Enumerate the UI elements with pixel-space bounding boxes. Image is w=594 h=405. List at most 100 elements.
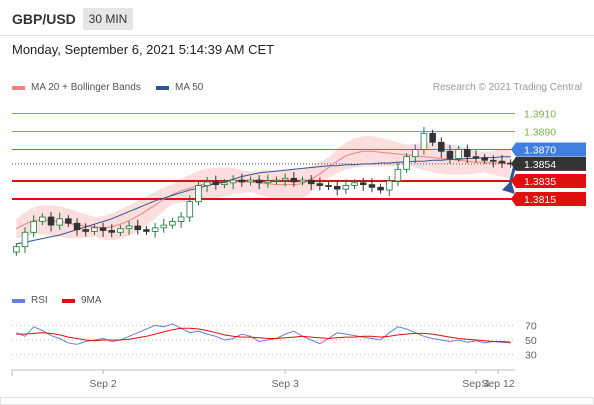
currency-pair: GBP/USD (12, 11, 76, 27)
candle-body (47, 216, 55, 226)
candle-body (394, 168, 402, 182)
candle-body (385, 180, 393, 191)
candle-body (438, 141, 445, 152)
legend-label-rsi: RSI (31, 295, 48, 306)
candle-body (21, 231, 29, 248)
legend-ma20: MA 20 + Bollinger Bands (12, 82, 141, 93)
candle-body (412, 149, 419, 158)
rsi-ma-line (16, 327, 511, 343)
candle-body (299, 179, 306, 183)
candle-body (91, 227, 98, 232)
candle-body (99, 227, 107, 231)
rsi-tick-30: 30 (525, 350, 537, 362)
x-tick-Sep-3: Sep 3 (271, 378, 299, 390)
chart-header: GBP/USD 30 MIN (0, 0, 594, 40)
candle-body (498, 160, 506, 164)
price-label-1-3870-pointer (511, 142, 516, 157)
candle-body (229, 179, 237, 184)
candle-body (403, 156, 410, 170)
candle-body (177, 216, 185, 222)
candle-body (221, 182, 228, 186)
candle-body (359, 182, 367, 186)
price-label-1-3910: 1.3910 (524, 109, 556, 121)
candle-body (212, 181, 220, 185)
copyright-text: Research © 2021 Trading Central (432, 82, 582, 93)
candle-body (464, 149, 471, 158)
legend-swatch-rsi (12, 298, 25, 303)
candle-body (290, 177, 298, 183)
candle-body (238, 179, 246, 183)
candle-body (65, 218, 72, 224)
x-tick-Sep-2: Sep 2 (89, 378, 117, 390)
rsi-line (16, 323, 511, 345)
candle-body (316, 183, 324, 186)
legend-rsi: RSI (12, 295, 48, 306)
candles-group (13, 127, 514, 256)
bottom-border (0, 397, 594, 405)
x-tick-Sep-12: Sep 12 (481, 378, 514, 390)
candle-body (143, 229, 150, 232)
price-label-1-3835-pointer (511, 174, 516, 188)
candle-body (39, 216, 46, 222)
candle-body (429, 132, 436, 143)
header-divider (0, 35, 594, 36)
candle-body (351, 182, 358, 186)
legend-label-ma20: MA 20 + Bollinger Bands (31, 82, 141, 93)
candle-body (73, 222, 81, 231)
candle-body (333, 185, 341, 190)
legend-swatch-ma20 (12, 85, 25, 90)
candle-body (481, 157, 488, 161)
candle-body (195, 185, 202, 203)
price-label-1-3870-box (516, 142, 586, 157)
price-label-1-3854-box (516, 156, 586, 171)
timeframe-button[interactable]: 30 MIN (83, 8, 133, 30)
candle-body (117, 228, 124, 233)
price-label-1-3835: 1.3835 (524, 176, 556, 188)
price-label-1-3854-pointer (511, 156, 516, 171)
candle-body (169, 221, 176, 226)
candle-body (264, 180, 272, 184)
candle-body (56, 218, 63, 226)
price-label-1-3854: 1.3854 (524, 159, 556, 171)
candle-body (281, 177, 289, 181)
candle-body (325, 185, 332, 187)
price-label-1-3815-pointer (511, 192, 516, 206)
legend-ma50: MA 50 (156, 82, 203, 93)
candle-body (307, 179, 315, 185)
candle-body (455, 149, 462, 159)
legend-swatch-ma50 (156, 85, 169, 90)
bollinger-band (16, 136, 511, 241)
legend-swatch-9ma (62, 298, 75, 303)
rsi-tick-50: 50 (525, 335, 537, 347)
candle-body (30, 221, 37, 233)
candle-body (13, 246, 20, 253)
candle-body (134, 225, 142, 230)
forecast-arrow-head (502, 181, 515, 194)
candle-body (255, 179, 263, 184)
candle-body (273, 179, 280, 182)
candle-body (342, 185, 350, 190)
candle-body (247, 179, 254, 183)
legend-9ma: 9MA (62, 295, 102, 306)
price-label-1-3815: 1.3815 (524, 194, 556, 206)
price-label-1-3890: 1.3890 (524, 127, 556, 139)
candle-body (377, 186, 384, 191)
candle-body (186, 201, 194, 218)
candle-body (108, 230, 115, 233)
candle-body (203, 181, 211, 186)
candle-body (446, 150, 454, 159)
rsi-tick-70: 70 (525, 320, 537, 332)
timestamp: Monday, September 6, 2021 5:14:39 AM CET (12, 42, 275, 57)
ma20-line (16, 150, 511, 230)
price-label-1-3835-box (516, 174, 586, 188)
candle-body (125, 225, 133, 230)
price-label-1-3815-box (516, 192, 586, 206)
candle-body (490, 159, 497, 162)
legend-label-ma50: MA 50 (175, 82, 204, 93)
candle-body (420, 132, 428, 150)
candle-body (151, 227, 159, 232)
legend-label-9ma: 9MA (81, 295, 102, 306)
candle-body (160, 224, 168, 229)
x-tick-Sep-4: Sep 4 (462, 378, 490, 390)
